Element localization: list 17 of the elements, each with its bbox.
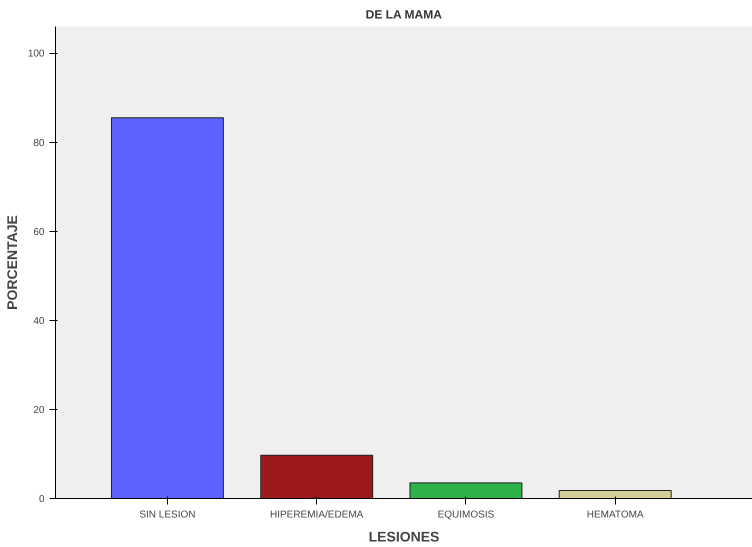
bar: [409, 482, 522, 498]
bar: [260, 454, 374, 498]
bar: [110, 117, 224, 498]
x-axis-title: LESIONES: [368, 528, 440, 544]
x-tick-label: HEMATOMA: [586, 510, 644, 520]
y-tick-label: 100: [28, 48, 45, 60]
x-tick-label: SIN LESION: [139, 510, 196, 520]
y-tick-label: 20: [33, 404, 45, 416]
y-tick-label: 40: [33, 316, 45, 327]
x-tick-label: EQUIMOSIS: [438, 510, 495, 520]
x-tick-label: HIPEREMIA/EDEMA: [270, 510, 364, 520]
y-tick-label: 60: [33, 226, 45, 238]
y-tick-label: 80: [33, 138, 45, 149]
bar: [558, 490, 672, 498]
y-tick-label: 0: [38, 494, 45, 505]
chart-title: DE LA MAMA: [366, 8, 442, 22]
y-axis-title: PORCENTAJE: [4, 215, 20, 310]
